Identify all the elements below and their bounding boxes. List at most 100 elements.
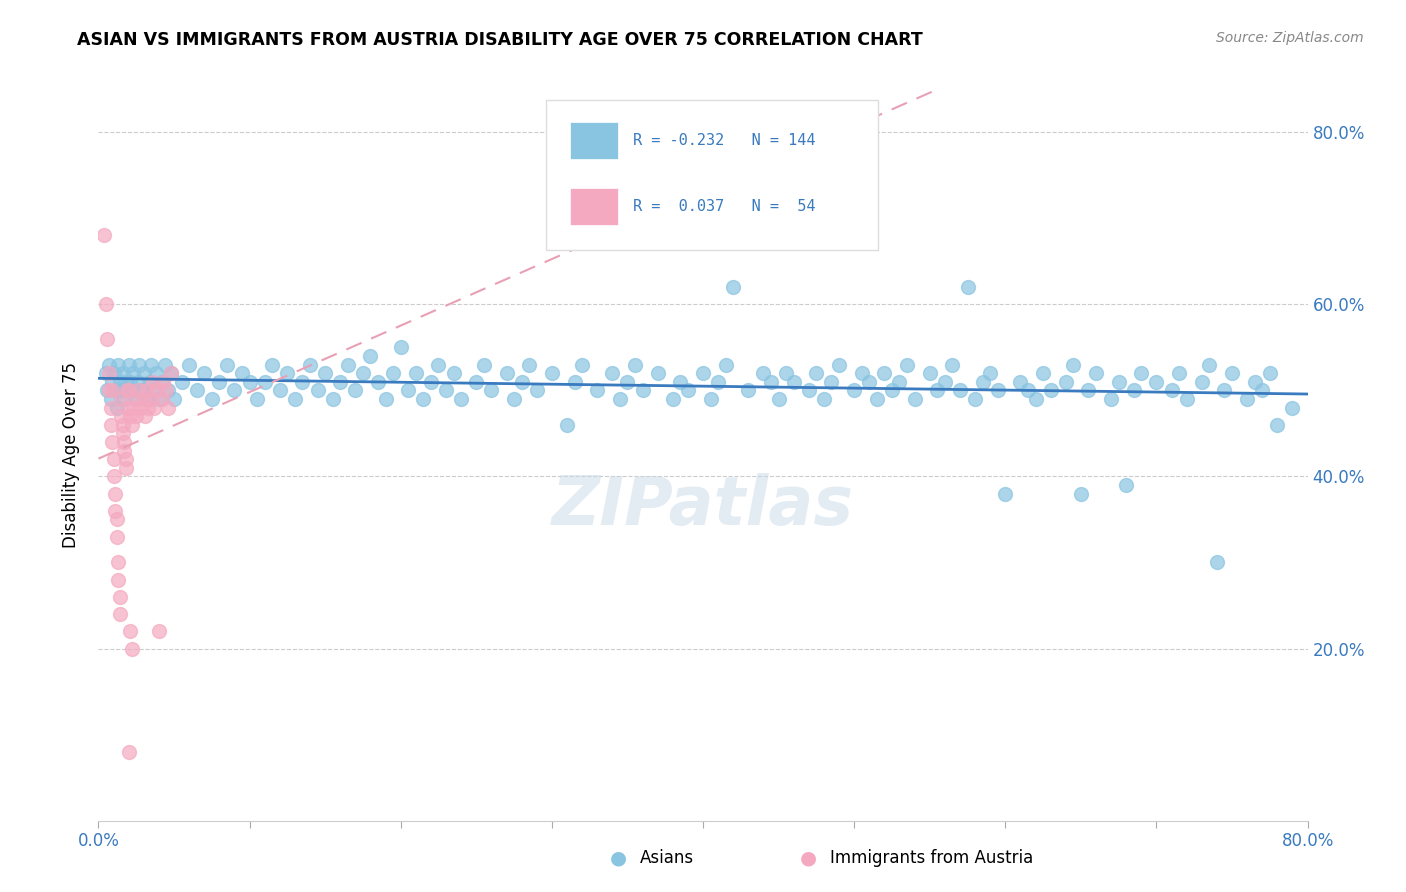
Point	[314, 366, 336, 380]
Point	[208, 375, 231, 389]
Point	[602, 366, 624, 380]
Point	[1130, 366, 1153, 380]
Point	[465, 375, 488, 389]
Point	[145, 384, 167, 398]
Point	[118, 384, 141, 398]
Point	[329, 375, 352, 389]
Point	[1039, 384, 1062, 398]
Point	[122, 401, 145, 415]
Point	[108, 375, 131, 389]
Point	[101, 435, 124, 450]
Point	[128, 384, 150, 398]
Point	[1160, 384, 1182, 398]
Point	[108, 607, 131, 621]
Point	[120, 624, 142, 639]
Point	[120, 375, 142, 389]
Point	[434, 384, 457, 398]
Text: R =  0.037   N =  54: R = 0.037 N = 54	[633, 199, 815, 214]
Point	[132, 392, 155, 406]
Point	[692, 366, 714, 380]
Point	[120, 409, 142, 424]
Point	[132, 366, 155, 380]
Point	[472, 358, 495, 372]
Point	[949, 384, 972, 398]
Point	[121, 417, 143, 432]
Point	[972, 375, 994, 389]
Point	[1085, 366, 1108, 380]
Point	[427, 358, 450, 372]
Point	[101, 384, 124, 398]
Point	[96, 384, 118, 398]
Point	[93, 228, 115, 243]
Point	[1220, 366, 1243, 380]
Point	[918, 366, 941, 380]
Point	[118, 358, 141, 372]
Point	[105, 530, 128, 544]
Point	[135, 384, 157, 398]
Text: ASIAN VS IMMIGRANTS FROM AUSTRIA DISABILITY AGE OVER 75 CORRELATION CHART: ASIAN VS IMMIGRANTS FROM AUSTRIA DISABIL…	[77, 31, 924, 49]
Point	[851, 366, 873, 380]
Point	[510, 375, 533, 389]
Point	[100, 392, 122, 406]
Point	[994, 486, 1017, 500]
Text: Asians: Asians	[640, 849, 693, 867]
Point	[114, 452, 136, 467]
Point	[904, 392, 927, 406]
Point	[111, 426, 134, 441]
Point	[820, 375, 842, 389]
Point	[880, 384, 903, 398]
Point	[858, 375, 880, 389]
Point	[889, 375, 911, 389]
Point	[246, 392, 269, 406]
Point	[495, 366, 517, 380]
Point	[179, 358, 201, 372]
Point	[797, 384, 820, 398]
Point	[136, 401, 159, 415]
Point	[101, 375, 124, 389]
Point	[806, 366, 828, 380]
Point	[389, 340, 412, 354]
Point	[979, 366, 1001, 380]
Text: R = -0.232   N = 144: R = -0.232 N = 144	[633, 133, 815, 148]
Point	[517, 358, 540, 372]
Point	[866, 392, 889, 406]
Point	[107, 573, 129, 587]
Point	[143, 401, 166, 415]
Point	[253, 375, 276, 389]
Point	[142, 375, 165, 389]
Point	[526, 384, 548, 398]
Point	[775, 366, 797, 380]
Point	[269, 384, 291, 398]
Point	[759, 375, 782, 389]
Point	[125, 409, 148, 424]
Point	[661, 392, 683, 406]
Point	[1070, 486, 1092, 500]
Point	[609, 392, 631, 406]
Point	[110, 392, 132, 406]
Text: ●: ●	[610, 848, 627, 868]
Point	[1099, 392, 1122, 406]
Point	[1108, 375, 1130, 389]
Point	[139, 375, 162, 389]
Point	[322, 392, 344, 406]
Point	[813, 392, 835, 406]
Text: Source: ZipAtlas.com: Source: ZipAtlas.com	[1216, 31, 1364, 45]
Point	[1267, 417, 1289, 432]
Point	[103, 366, 125, 380]
Point	[160, 366, 183, 380]
Point	[127, 375, 149, 389]
Point	[965, 392, 987, 406]
Point	[115, 384, 138, 398]
FancyBboxPatch shape	[546, 100, 879, 250]
Point	[112, 435, 135, 450]
Point	[112, 443, 135, 458]
Point	[1024, 392, 1046, 406]
Point	[125, 392, 148, 406]
Point	[112, 392, 135, 406]
Point	[129, 384, 152, 398]
Point	[141, 392, 163, 406]
Point	[941, 358, 963, 372]
Point	[186, 384, 208, 398]
Point	[412, 392, 434, 406]
Point	[153, 358, 176, 372]
